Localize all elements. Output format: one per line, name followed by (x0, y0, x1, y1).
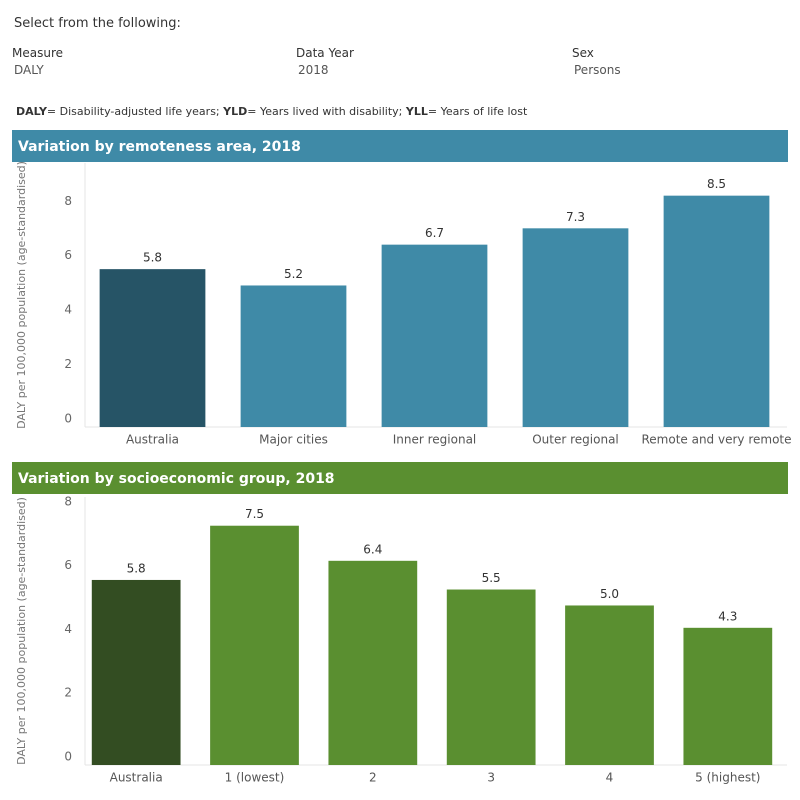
chart-banner (12, 130, 788, 162)
y-tick-label: 4 (64, 622, 72, 636)
bar (210, 525, 299, 765)
y-tick-label: 2 (64, 686, 72, 700)
bar (240, 285, 347, 427)
y-axis-title: DALY per 100,000 population (age-standar… (15, 497, 28, 765)
bar (565, 605, 654, 765)
note-text: = Disability-adjusted life years; (46, 105, 220, 118)
bar (91, 579, 181, 765)
x-tick-label: Australia (126, 433, 179, 447)
x-tick-label: 3 (487, 771, 495, 785)
filter-label: Data Year (296, 46, 354, 60)
note-term: YLD (223, 105, 248, 118)
filter-value[interactable]: Persons (574, 63, 621, 77)
x-tick-label: Major cities (259, 433, 328, 447)
chart-banner (12, 462, 788, 494)
data-label: 5.2 (284, 267, 303, 281)
filter-label: Measure (12, 46, 63, 60)
chart-title: Variation by remoteness area, 2018 (18, 139, 301, 155)
x-tick-label: Inner regional (393, 433, 477, 447)
y-tick-label: 0 (64, 412, 72, 426)
x-tick-label: 1 (lowest) (225, 771, 285, 785)
x-tick-label: 5 (highest) (695, 771, 760, 785)
note-term: YLL (405, 105, 428, 118)
data-label: 5.0 (600, 587, 619, 601)
y-axis-title: DALY per 100,000 population (age-standar… (15, 161, 28, 429)
bar (99, 269, 206, 427)
filter-value[interactable]: 2018 (298, 63, 329, 77)
filter-label: Sex (572, 46, 594, 60)
bar (381, 244, 488, 427)
bar (683, 627, 773, 765)
x-tick-label: 2 (369, 771, 377, 785)
note-text: = Years of life lost (427, 105, 528, 118)
y-tick-label: 8 (64, 494, 72, 508)
y-tick-label: 2 (64, 357, 72, 371)
data-label: 5.5 (482, 571, 501, 585)
y-tick-label: 0 (64, 750, 72, 764)
x-tick-label: Australia (110, 771, 163, 785)
bar (328, 560, 418, 765)
data-label: 5.8 (143, 251, 162, 265)
y-tick-label: 6 (64, 248, 72, 262)
data-label: 6.7 (425, 226, 444, 240)
y-tick-label: 4 (64, 303, 72, 317)
x-tick-label: Outer regional (532, 433, 619, 447)
note: DALY= Disability-adjusted life years; YL… (16, 105, 527, 118)
data-label: 4.3 (718, 609, 737, 623)
filter-value[interactable]: DALY (14, 63, 44, 77)
bar (663, 195, 770, 427)
data-label: 8.5 (707, 177, 726, 191)
data-label: 7.5 (245, 507, 264, 521)
data-label: 7.3 (566, 210, 585, 224)
y-tick-label: 8 (64, 194, 72, 208)
bar (522, 228, 629, 427)
x-tick-label: Remote and very remote (641, 433, 791, 447)
data-label: 6.4 (363, 542, 382, 556)
data-label: 5.8 (127, 561, 146, 575)
y-tick-label: 6 (64, 558, 72, 572)
x-tick-label: 4 (606, 771, 614, 785)
prompt: Select from the following: (14, 16, 181, 31)
note-text: = Years lived with disability; (247, 105, 403, 118)
bar (446, 589, 536, 765)
chart-title: Variation by socioeconomic group, 2018 (18, 471, 335, 487)
note-term: DALY (16, 105, 47, 118)
